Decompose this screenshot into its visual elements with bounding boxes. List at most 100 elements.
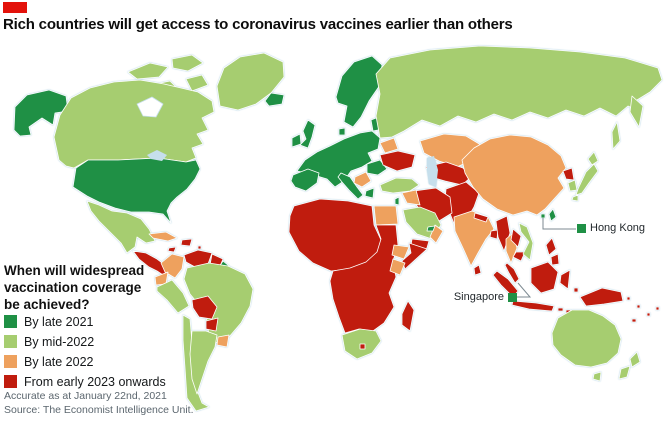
region-hokkaido [587, 151, 599, 166]
region-paraguay [205, 317, 219, 332]
page-title: Rich countries will get access to corona… [3, 16, 513, 33]
region-canadian-arctic [171, 54, 204, 72]
region-kyushu [571, 194, 579, 202]
footnote-source: Source: The Economist Intelligence Unit. [4, 404, 194, 416]
region-north-west-africa [288, 198, 382, 272]
region-denmark [338, 127, 346, 136]
region-greece [364, 187, 375, 199]
region-kenya [389, 258, 406, 276]
region-australia [551, 309, 622, 368]
region-uae [426, 225, 436, 232]
region-philippines [550, 253, 560, 266]
region-pacific-islands [636, 304, 641, 309]
legend-item-mid-2022: By mid-2022 [4, 334, 166, 349]
legend-label: From early 2023 onwards [24, 374, 166, 389]
singapore-marker [508, 293, 517, 302]
legend-label: By mid-2022 [24, 334, 95, 349]
region-new-zealand-south [618, 365, 631, 380]
region-pacific-islands [631, 318, 637, 323]
region-hong-kong [540, 213, 546, 219]
region-jamaica [167, 246, 177, 253]
region-greenland [216, 52, 285, 111]
region-ukraine [379, 150, 416, 172]
region-belarus [379, 137, 399, 154]
legend-label: By late 2022 [24, 354, 94, 369]
region-sakhalin [611, 121, 621, 150]
region-north-korea [562, 167, 575, 181]
legend-swatch-late-2022 [4, 355, 17, 368]
legend-item-from-2023: From early 2023 onwards [4, 374, 166, 389]
region-china [461, 134, 567, 216]
region-canada [53, 79, 215, 169]
legend-item-late-2022: By late 2022 [4, 354, 166, 369]
legend-item-late-2021: By late 2021 [4, 315, 166, 329]
region-bangladesh [489, 229, 499, 240]
footnote-block: Accurate as at January 22nd, 2021 Source… [4, 389, 194, 417]
legend-swatch-from-2023 [4, 375, 17, 388]
region-madagascar [401, 300, 415, 332]
region-canadian-arctic [127, 62, 169, 80]
region-vietnam [518, 222, 534, 261]
region-borneo [530, 261, 559, 294]
caspian-sea [427, 156, 438, 187]
region-balkans [353, 171, 372, 188]
region-honshu [575, 163, 599, 196]
region-kamchatka [629, 95, 644, 128]
region-bolivia [191, 295, 218, 320]
region-philippines [545, 237, 557, 256]
region-italy [337, 172, 364, 200]
legend-swatch-mid-2022 [4, 335, 17, 348]
region-malaysia [504, 262, 520, 284]
region-pacific-islands [655, 306, 660, 311]
region-mexico [86, 200, 156, 254]
region-argentina [189, 330, 218, 395]
region-alaska [13, 89, 69, 137]
region-nordics [335, 55, 383, 128]
region-sulawesi [559, 269, 571, 290]
region-israel [394, 196, 400, 206]
singapore-callout-line [517, 282, 532, 298]
hudson-bay [136, 96, 164, 118]
region-south-korea [567, 179, 578, 192]
region-sri-lanka [473, 264, 482, 276]
region-egypt [373, 205, 399, 226]
region-iberia [290, 168, 320, 192]
region-iceland [264, 92, 285, 107]
region-romania-bulgaria [366, 159, 388, 176]
region-new-zealand-north [629, 351, 641, 368]
region-peru [156, 279, 190, 314]
region-uk [299, 119, 316, 149]
region-taiwan [548, 208, 557, 222]
great-lakes [147, 150, 167, 161]
legend-title-line: be achieved? [4, 297, 90, 312]
region-new-guinea [579, 287, 624, 307]
region-india [453, 210, 495, 267]
region-cuba [148, 231, 178, 242]
region-laos [510, 228, 522, 248]
region-java [511, 300, 555, 312]
region-cambodia [512, 251, 526, 262]
hong-kong-label: Hong Kong [590, 222, 646, 234]
region-usa [72, 157, 201, 224]
region-hispaniola [180, 238, 193, 247]
legend-title-line: vaccination coverage [4, 280, 142, 295]
legend: By late 2021 By mid-2022 By late 2022 Fr… [4, 315, 166, 395]
region-uruguay [216, 334, 230, 348]
hong-kong-marker [577, 224, 586, 233]
region-turkey [379, 177, 420, 194]
region-lesser-sunda [557, 307, 564, 312]
region-canadian-arctic [185, 74, 209, 92]
region-caribbean [197, 245, 202, 250]
region-nepal [473, 212, 489, 223]
region-pacific-islands [646, 312, 651, 317]
footnote-accuracy: Accurate as at January 22nd, 2021 [4, 390, 167, 402]
region-pacific-islands [626, 296, 631, 301]
region-moluccas [573, 287, 579, 293]
region-tasmania [592, 371, 602, 382]
region-lesotho [359, 343, 366, 350]
region-iraq [401, 189, 421, 206]
singapore-label: Singapore [453, 291, 504, 303]
region-russia [375, 45, 663, 139]
